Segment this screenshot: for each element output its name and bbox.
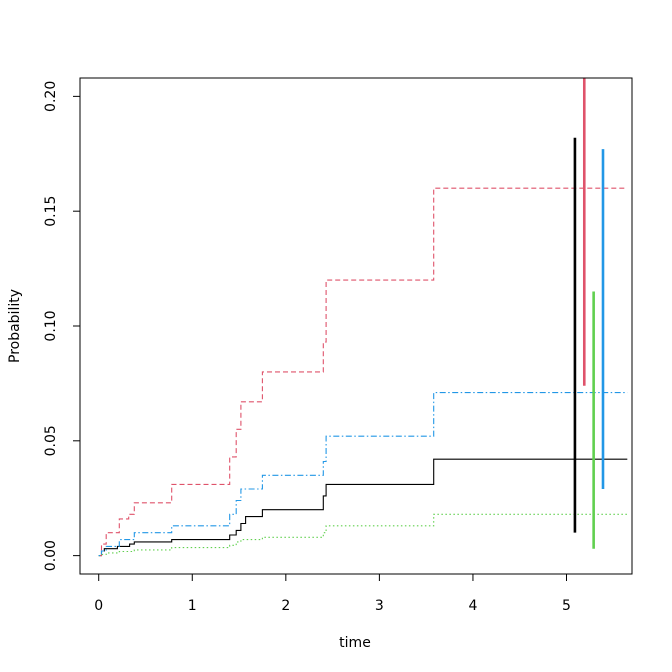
x-tick-label: 3 [375,598,384,614]
interval-layer [573,78,605,549]
y-tick-label: 0.10 [43,310,59,341]
series-line-1 [98,187,628,557]
y-axis-label: Probability [7,289,23,363]
x-axis-label: time [339,635,371,651]
series-line-0 [98,458,628,557]
y-tick-label: 0.05 [43,425,59,456]
x-tick-label: 0 [94,598,103,614]
y-tick-label: 0.15 [43,196,59,227]
y-tick-label: 0.00 [43,540,59,571]
series-line-3 [98,392,628,557]
series-layer [98,187,628,557]
x-tick-label: 1 [188,598,197,614]
y-tick-label: 0.20 [43,81,59,112]
x-tick-label: 5 [562,598,571,614]
series-line-2 [98,513,628,557]
x-tick-label: 4 [468,598,477,614]
plot-frame [79,77,633,575]
y-axis: 0.00 0.05 0.10 0.15 0.20 [43,81,81,571]
x-tick-label: 2 [281,598,290,614]
x-axis: 0 1 2 3 4 5 [94,573,571,614]
